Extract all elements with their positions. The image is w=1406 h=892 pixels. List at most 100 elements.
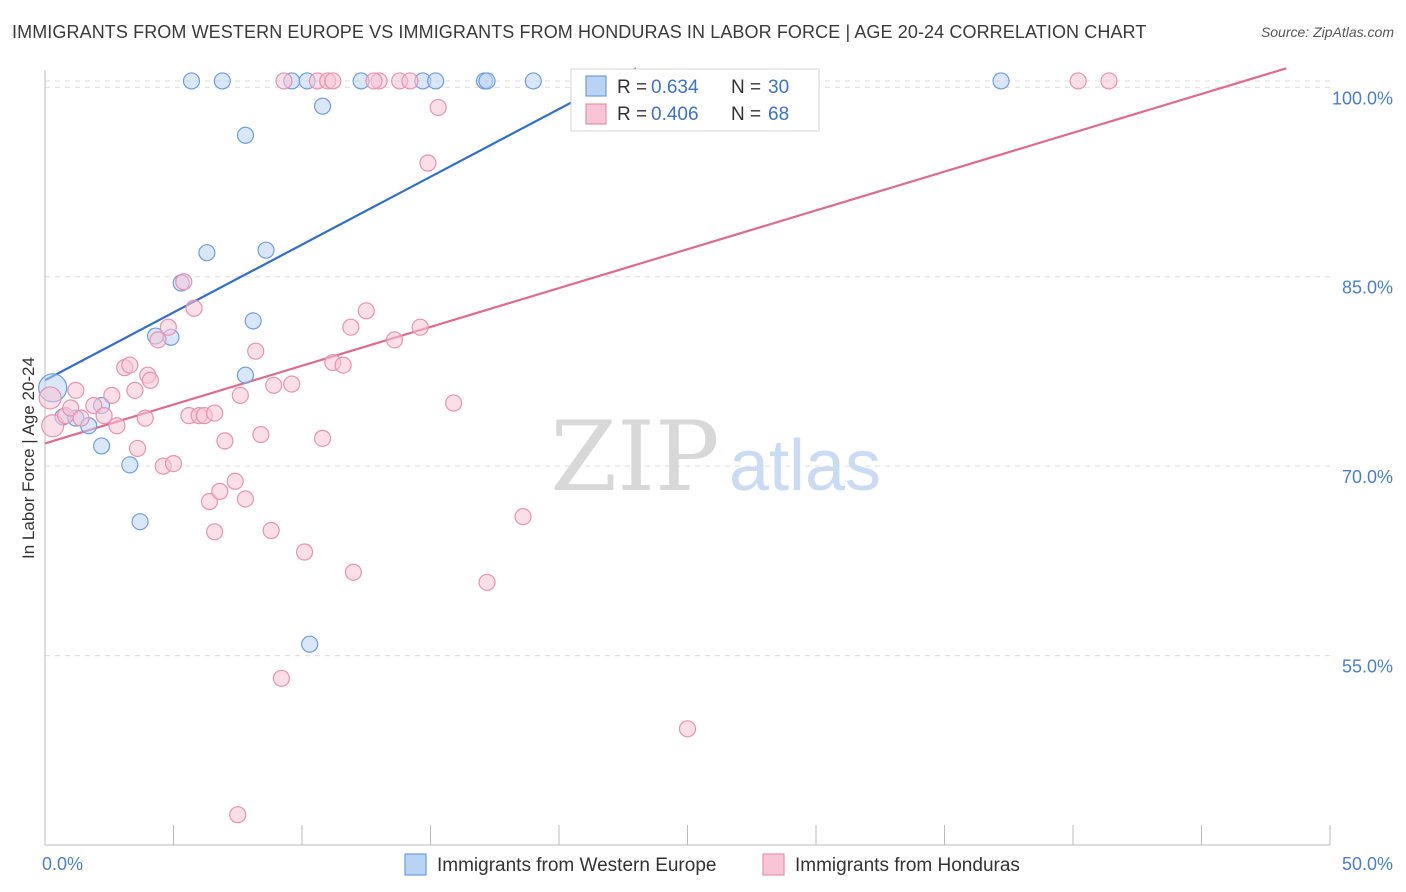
data-point [252,425,270,444]
watermark-atlas: atlas [729,426,881,506]
data-point [272,669,291,687]
data-point [213,72,231,90]
series-legend: Immigrants from Western Europe Immigrant… [404,853,1020,876]
data-point [67,381,85,399]
legend-r-label-2: R = [617,104,647,125]
y-axis-title: In Labor Force | Age 20-24 [19,357,38,559]
data-point [92,437,111,455]
watermark: ZIP atlas [550,401,881,513]
legend-n-value-2: 68 [768,104,789,125]
axes [44,70,1331,846]
stats-legend-box [570,68,820,132]
x-tick-label: 0.0% [42,854,83,874]
bottom-legend-swatch-honduras [762,853,785,876]
chart-title: IMMIGRANTS FROM WESTERN EUROPE VS IMMIGR… [12,22,1147,42]
data-point [275,72,293,90]
x-tick-labels: 0.0% 50.0% [42,854,1393,874]
data-point [216,432,234,450]
data-point [411,318,429,336]
data-point [344,563,362,581]
data-point [121,356,139,374]
grid-lines [45,80,1330,657]
data-point [1100,72,1118,90]
data-point [301,635,319,653]
data-point [514,508,532,526]
data-point [175,273,193,291]
data-point [198,244,216,262]
data-point [128,439,147,458]
trend-line [44,67,637,382]
data-point [206,404,224,422]
legend-n-value-1: 30 [768,77,789,98]
data-point [257,241,275,259]
data-point [211,482,229,500]
data-point [1069,72,1087,90]
data-point [313,97,332,115]
data-point [357,302,375,320]
data-point [236,126,255,144]
data-point [262,521,280,540]
data-point [182,72,201,90]
y-tick-label: 85.0% [1342,278,1393,298]
bottom-legend-swatch-western-europe [404,853,427,876]
data-point [229,806,247,824]
y-tick-label: 100.0% [1332,88,1393,108]
data-points [38,72,1118,824]
data-point [185,299,203,317]
data-point [164,455,183,473]
data-point [678,720,697,738]
data-point [385,331,404,349]
legend-r-label-1: R = [617,77,647,98]
legend-swatch-honduras [585,103,607,125]
data-point [200,492,219,511]
data-point [236,490,255,508]
data-point [992,72,1010,90]
data-point [478,72,496,90]
data-point [136,409,154,427]
data-point [41,414,65,438]
data-point [283,375,301,393]
data-point [126,381,144,399]
data-point [72,409,90,427]
data-point [365,72,383,90]
legend-r-value-2: 0.406 [651,104,699,125]
data-point [313,429,332,447]
data-point [85,396,103,415]
data-point [103,386,121,405]
data-point [95,407,113,425]
data-point [206,523,224,541]
data-point [295,543,314,561]
data-point [265,376,283,394]
data-point [159,318,177,336]
data-point [236,366,255,384]
watermark-zip: ZIP [550,401,719,513]
chart-source: Source: ZipAtlas.com [1260,24,1394,40]
data-point [121,456,139,474]
data-point [38,386,62,410]
legend-n-label-2: N = [731,104,761,125]
data-point [244,312,262,330]
bottom-legend-label-honduras: Immigrants from Honduras [795,855,1020,876]
y-tick-labels: 55.0% 70.0% 85.0% 100.0% [1332,88,1393,676]
y-tick-label: 55.0% [1342,657,1393,677]
data-point [478,573,496,591]
data-point [141,371,159,389]
stats-legend: R = 0.634 N = 30 R = 0.406 N = 68 [570,68,820,132]
data-point [429,98,447,117]
data-point [445,394,463,412]
legend-n-label-1: N = [731,77,761,98]
data-point [247,342,265,360]
data-point [427,72,445,90]
legend-r-value-1: 0.634 [651,77,699,98]
data-point [108,417,126,435]
data-point [401,72,419,90]
data-point [131,513,149,531]
data-point [149,331,167,349]
data-point [62,399,80,417]
data-point [324,72,342,90]
data-point [226,472,244,490]
data-point [231,386,249,405]
legend-swatch-western-europe [585,75,607,97]
data-point [342,318,360,336]
